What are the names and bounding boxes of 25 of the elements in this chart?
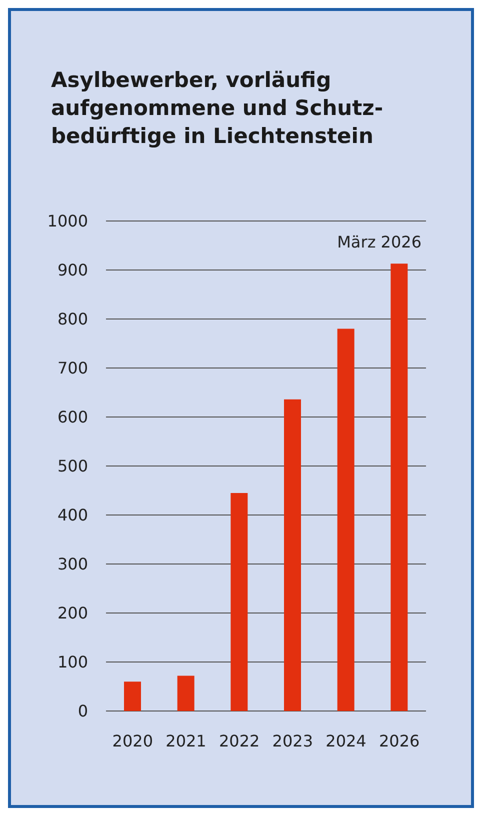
y-tick-label: 900 xyxy=(57,260,88,280)
x-tick-label: 2021 xyxy=(166,731,206,750)
chart-title: Asylbewerber, vorläufig aufgenommene und Schutz-bedürftige in Liechtenstein xyxy=(51,67,384,150)
x-tick-label: 2020 xyxy=(112,731,154,750)
bar xyxy=(177,676,194,711)
y-tick-label: 1000 xyxy=(47,212,88,231)
y-tick-label: 700 xyxy=(57,358,88,378)
bar xyxy=(284,399,301,711)
annotation: März 2026 xyxy=(337,232,422,252)
y-tick-label: 0 xyxy=(78,702,88,721)
y-tick-label: 800 xyxy=(57,310,88,329)
y-tick-label: 600 xyxy=(57,408,88,427)
y-tick-label: 400 xyxy=(57,506,88,525)
bar xyxy=(230,492,248,711)
bar xyxy=(124,682,141,711)
bar xyxy=(337,328,354,711)
y-tick-label: 500 xyxy=(57,456,88,476)
y-tick-label: 200 xyxy=(57,604,88,623)
bar xyxy=(390,264,408,711)
x-tick-label: 2023 xyxy=(272,731,314,750)
x-tick-label: 2026 xyxy=(378,731,420,750)
y-tick-label: 100 xyxy=(57,652,88,672)
x-tick-label: 2022 xyxy=(218,731,260,750)
y-tick-label: 300 xyxy=(57,554,88,574)
x-tick-label: 2024 xyxy=(326,731,366,750)
